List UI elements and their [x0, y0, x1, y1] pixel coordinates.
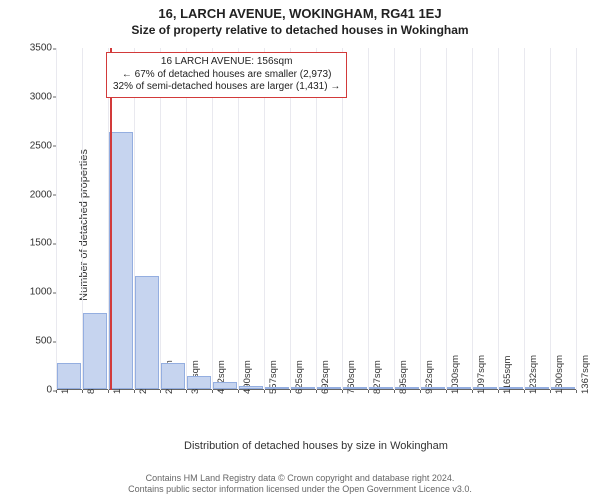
- grid-line: [394, 48, 395, 390]
- x-tick-mark: [264, 390, 265, 393]
- histogram-bar: [447, 387, 471, 389]
- grid-line: [342, 48, 343, 390]
- footer-attribution: Contains HM Land Registry data © Crown c…: [0, 473, 600, 496]
- x-tick-mark: [524, 390, 525, 393]
- histogram-bar: [135, 276, 159, 389]
- grid-line: [446, 48, 447, 390]
- x-tick-mark: [134, 390, 135, 393]
- histogram-bar: [57, 363, 81, 389]
- histogram-bar: [421, 387, 445, 389]
- x-tick-mark: [186, 390, 187, 393]
- y-tick-label: 3500: [20, 43, 52, 54]
- y-tick-label: 1500: [20, 238, 52, 249]
- histogram-bar: [499, 387, 523, 389]
- grid-line: [368, 48, 369, 390]
- grid-line: [498, 48, 499, 390]
- histogram-bar: [83, 313, 107, 389]
- x-tick-mark: [446, 390, 447, 393]
- histogram-bar: [109, 132, 133, 389]
- x-tick-mark: [498, 390, 499, 393]
- page-title: 16, LARCH AVENUE, WOKINGHAM, RG41 1EJ: [0, 0, 600, 21]
- y-tick-label: 500: [20, 336, 52, 347]
- y-tick-label: 1000: [20, 287, 52, 298]
- histogram-bar: [213, 382, 237, 389]
- annotation-line: 32% of semi-detached houses are larger (…: [113, 81, 340, 94]
- grid-line: [290, 48, 291, 390]
- annotation-line: ← 67% of detached houses are smaller (2,…: [113, 69, 340, 82]
- footer-line: Contains HM Land Registry data © Crown c…: [0, 473, 600, 485]
- histogram-bar: [343, 387, 367, 389]
- histogram-bar: [525, 387, 549, 389]
- x-tick-mark: [316, 390, 317, 393]
- x-tick-mark: [394, 390, 395, 393]
- x-tick-mark: [160, 390, 161, 393]
- x-tick-mark: [238, 390, 239, 393]
- grid-line: [472, 48, 473, 390]
- grid-line: [212, 48, 213, 390]
- histogram-bar: [551, 387, 575, 389]
- grid-line: [56, 48, 57, 390]
- annotation-callout: 16 LARCH AVENUE: 156sqm← 67% of detached…: [106, 52, 347, 98]
- y-tick-label: 2000: [20, 189, 52, 200]
- grid-line: [238, 48, 239, 390]
- annotation-line: 16 LARCH AVENUE: 156sqm: [113, 56, 340, 69]
- grid-line: [186, 48, 187, 390]
- histogram-bar: [291, 387, 315, 389]
- histogram-bar: [317, 387, 341, 389]
- histogram-bar: [395, 387, 419, 389]
- histogram-bar: [265, 387, 289, 389]
- x-tick-mark: [576, 390, 577, 393]
- x-axis-label: Distribution of detached houses by size …: [56, 440, 576, 452]
- grid-line: [316, 48, 317, 390]
- x-tick-mark: [108, 390, 109, 393]
- x-tick-mark: [342, 390, 343, 393]
- x-tick-label: 1367sqm: [580, 355, 591, 394]
- y-tick-label: 2500: [20, 140, 52, 151]
- histogram-bar: [473, 387, 497, 389]
- x-tick-mark: [212, 390, 213, 393]
- property-marker-line: [110, 48, 112, 390]
- grid-line: [264, 48, 265, 390]
- y-tick-label: 0: [20, 385, 52, 396]
- histogram-chart: Number of detached properties 0500100015…: [56, 48, 576, 428]
- x-tick-mark: [290, 390, 291, 393]
- footer-line: Contains public sector information licen…: [0, 484, 600, 496]
- page-subtitle: Size of property relative to detached ho…: [0, 21, 600, 41]
- grid-line: [524, 48, 525, 390]
- histogram-bar: [187, 376, 211, 389]
- x-tick-mark: [368, 390, 369, 393]
- y-tick-label: 3000: [20, 91, 52, 102]
- histogram-bar: [239, 386, 263, 389]
- grid-line: [160, 48, 161, 390]
- grid-line: [550, 48, 551, 390]
- grid-line: [420, 48, 421, 390]
- x-tick-mark: [56, 390, 57, 393]
- x-tick-mark: [82, 390, 83, 393]
- grid-line: [576, 48, 577, 390]
- histogram-bar: [369, 387, 393, 389]
- x-tick-mark: [420, 390, 421, 393]
- histogram-bar: [161, 363, 185, 389]
- x-tick-mark: [472, 390, 473, 393]
- plot-area: 050010001500200025003000350017sqm85sqm15…: [56, 48, 576, 390]
- x-tick-mark: [550, 390, 551, 393]
